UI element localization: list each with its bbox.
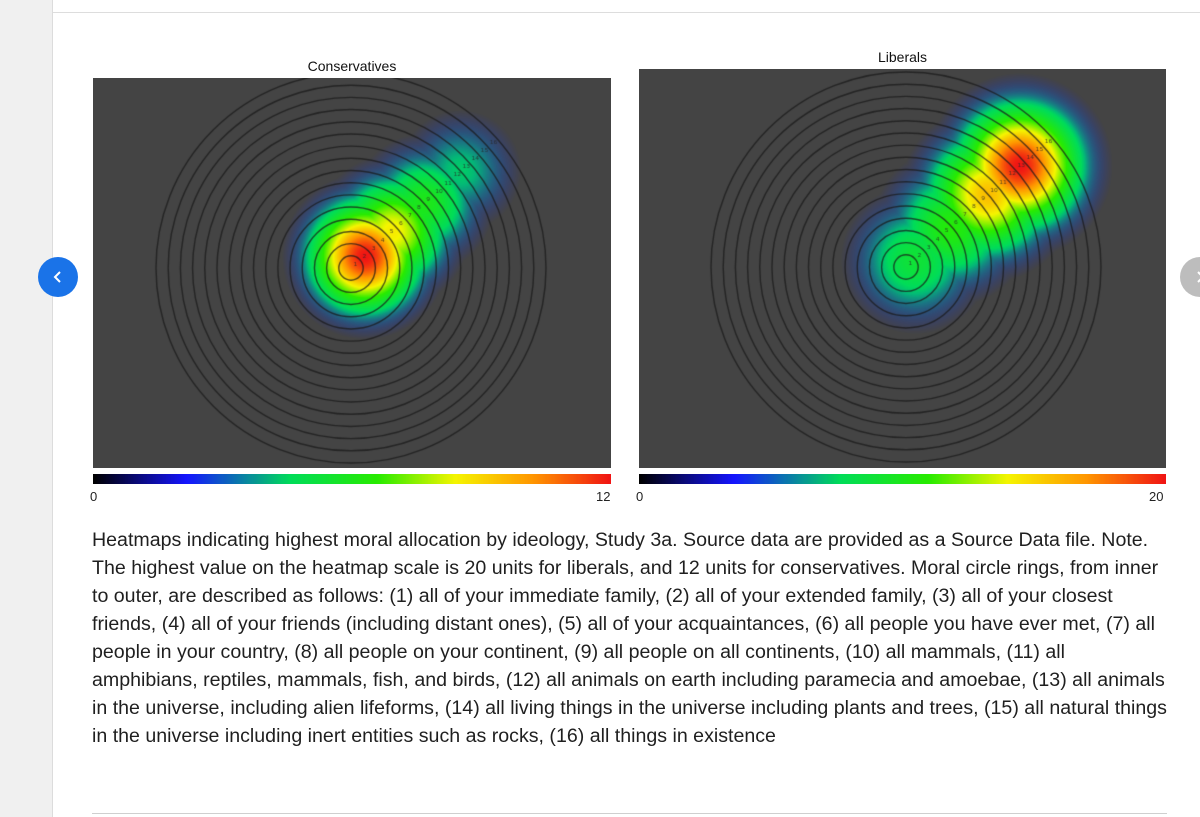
top-divider — [53, 12, 1200, 13]
colorbar-max-conservatives: 12 — [596, 489, 611, 504]
previous-figure-button[interactable] — [38, 257, 78, 297]
heatmap-liberals — [639, 69, 1166, 468]
left-gutter — [0, 0, 53, 817]
figure-caption: Heatmaps indicating highest moral alloca… — [92, 529, 1167, 747]
colorbar-liberals — [639, 474, 1166, 484]
colorbar-min-conservatives: 0 — [90, 489, 98, 504]
heatmap-conservatives — [93, 78, 611, 468]
colorbar-conservatives — [93, 474, 611, 484]
chart-title-conservatives: Conservatives — [307, 58, 397, 74]
chevron-right-icon — [1197, 271, 1200, 283]
bottom-divider — [92, 813, 1167, 814]
chevron-left-icon — [53, 271, 61, 283]
chart-title-liberals: Liberals — [877, 49, 928, 65]
colorbar-min-liberals: 0 — [636, 489, 644, 504]
colorbar-max-liberals: 20 — [1149, 489, 1164, 504]
